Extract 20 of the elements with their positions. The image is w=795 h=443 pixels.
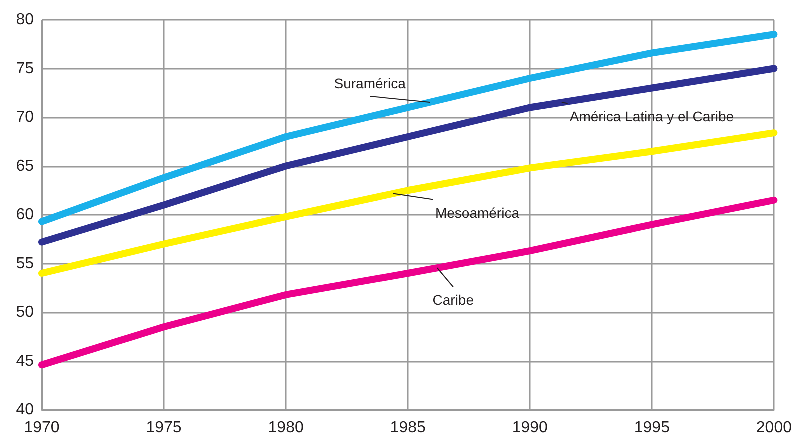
series-label: Caribe — [432, 292, 474, 308]
x-tick-label: 1975 — [146, 420, 182, 436]
y-tick-label: 75 — [16, 60, 34, 78]
y-tick-label: 80 — [16, 12, 34, 28]
y-tick-label: 40 — [16, 402, 34, 418]
y-tick-label: 45 — [16, 352, 34, 370]
x-tick-label: 1995 — [634, 420, 670, 436]
y-tick-label: 70 — [16, 109, 34, 126]
x-tick-label: 1970 — [24, 420, 60, 436]
y-tick-label: 60 — [16, 206, 34, 224]
y-tick-label: 50 — [16, 304, 34, 321]
x-tick-label: 1985 — [390, 420, 426, 436]
y-tick-label: 55 — [16, 255, 34, 272]
series-label: Suramérica — [334, 75, 406, 92]
x-tick-label: 1990 — [512, 420, 548, 436]
series-label: América Latina y el Caribe — [570, 108, 734, 125]
x-tick-label: 2000 — [756, 420, 792, 436]
x-tick-label: 1980 — [268, 420, 304, 436]
series-label: Mesoamérica — [435, 204, 520, 221]
y-tick-label: 65 — [16, 158, 34, 175]
